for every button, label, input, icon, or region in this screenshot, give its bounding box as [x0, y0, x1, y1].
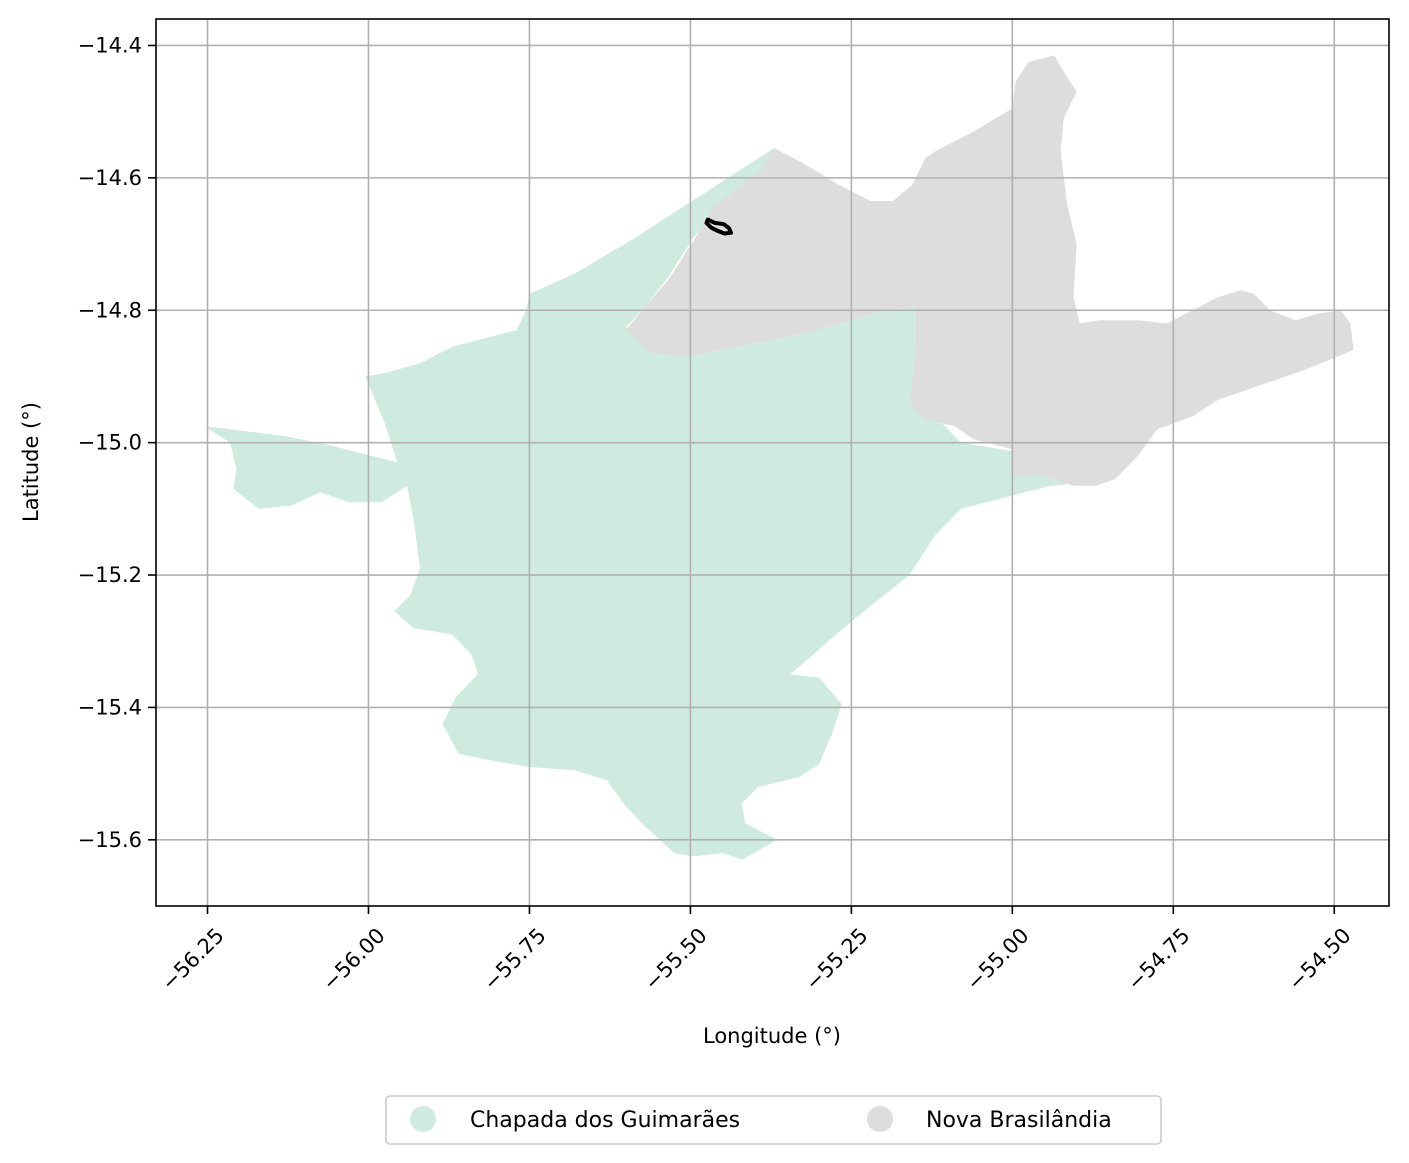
region-nova-brasilandia [626, 55, 1354, 486]
y-axis-title: Latitude (°) [19, 402, 43, 522]
y-axis: −14.4 −14.6 −14.8 −15.0 −15.2 −15.4 −15.6 [78, 33, 156, 852]
legend-label-chapada: Chapada dos Guimarães [470, 1108, 740, 1133]
y-tick-label-1: −14.6 [78, 166, 142, 190]
grid-layer [156, 19, 1389, 906]
y-tick-label-6: −15.6 [78, 828, 142, 852]
region-chapada-dos-guimaraes [204, 148, 1087, 860]
y-tick-label-2: −14.8 [78, 298, 142, 322]
legend-marker-nova [867, 1106, 893, 1132]
x-axis-title: Longitude (°) [703, 1024, 841, 1048]
legend-label-nova: Nova Brasilândia [926, 1108, 1112, 1133]
site-outline-marker [704, 217, 733, 236]
legend-marker-chapada [410, 1106, 436, 1132]
y-tick-label-4: −15.2 [78, 563, 142, 587]
legend: Chapada dos Guimarães Nova Brasilândia [385, 1095, 1162, 1145]
plot-frame [155, 18, 1390, 907]
y-tick-label-0: −14.4 [78, 33, 142, 57]
plot-area [155, 18, 1390, 907]
y-tick-label-3: −15.0 [78, 431, 142, 455]
y-tick-label-5: −15.4 [78, 695, 142, 719]
regions-layer [204, 55, 1354, 860]
legend-box [385, 1095, 1162, 1145]
marker-layer [704, 217, 733, 236]
